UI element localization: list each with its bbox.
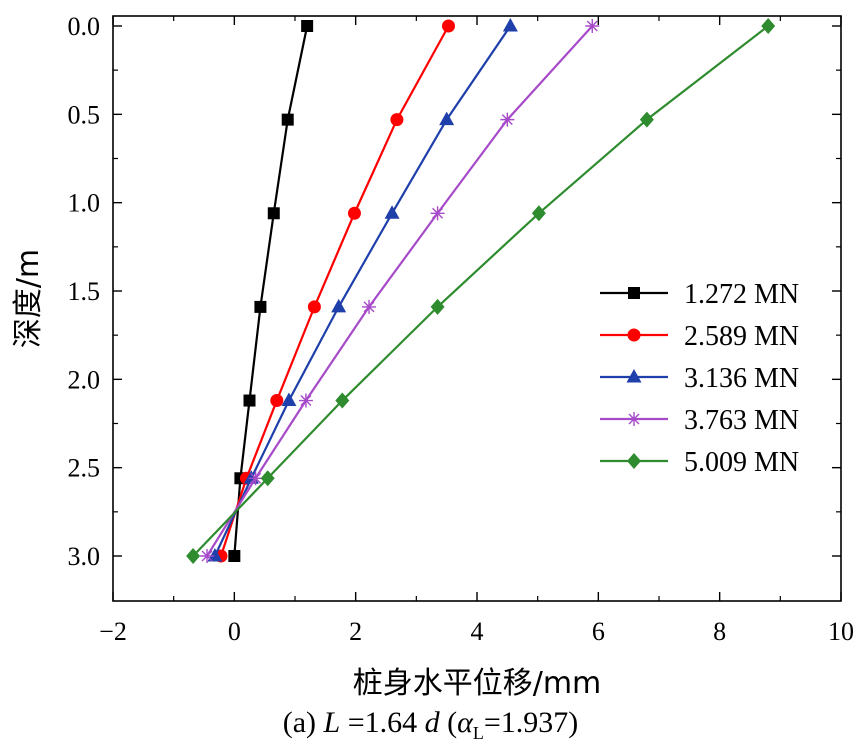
y-tick-label: 1.5 bbox=[68, 277, 101, 306]
data-point-5 bbox=[430, 298, 445, 315]
x-axis-label: 桩身水平位移/mm bbox=[353, 666, 602, 700]
legend-marker-1 bbox=[628, 287, 640, 299]
y-tick-label: 0.5 bbox=[68, 100, 101, 129]
caption-open: ( bbox=[439, 706, 458, 739]
caption-prefix: (a) bbox=[282, 706, 324, 739]
caption-sub: L bbox=[472, 723, 484, 743]
data-point-5 bbox=[761, 18, 776, 34]
y-tick-label: 2.5 bbox=[68, 454, 101, 483]
legend-marker-2 bbox=[627, 328, 641, 342]
data-point-4 bbox=[430, 206, 445, 221]
data-point-4 bbox=[585, 19, 600, 33]
data-point-1 bbox=[243, 394, 256, 407]
caption-d: d bbox=[424, 706, 440, 739]
legend-label-1: 1.272 MN bbox=[684, 279, 799, 310]
figure-caption: (a) L =1.64 d (αL=1.937) bbox=[0, 706, 861, 744]
data-point-1 bbox=[254, 300, 267, 313]
data-point-1 bbox=[228, 550, 241, 562]
y-tick-label: 3.0 bbox=[68, 542, 101, 571]
x-tick-label: 0 bbox=[228, 617, 241, 646]
data-point-3 bbox=[331, 298, 347, 313]
chart-area: −2 0 2 4 6 8 10 0.0 0.5 1.0 1.5 2.0 2.5 3.0 桩身水平位移/mm 深… bbox=[11, 12, 854, 700]
legend-label-2: 2.589 MN bbox=[684, 321, 799, 352]
data-point-2 bbox=[390, 113, 404, 127]
x-tick-label: 10 bbox=[828, 617, 854, 646]
data-point-1 bbox=[301, 20, 314, 32]
data-point-5 bbox=[531, 205, 546, 222]
data-point-5 bbox=[186, 548, 201, 564]
data-point-2 bbox=[307, 300, 321, 314]
data-point-3 bbox=[384, 205, 400, 219]
data-point-3 bbox=[439, 111, 455, 126]
x-tick-label: 4 bbox=[471, 617, 484, 646]
data-point-1 bbox=[267, 207, 280, 220]
data-point-4 bbox=[298, 393, 313, 408]
y-tick-label: 2.0 bbox=[68, 365, 101, 394]
data-point-5 bbox=[335, 392, 350, 409]
x-tick-label: 2 bbox=[349, 617, 362, 646]
data-point-4 bbox=[500, 112, 515, 127]
legend-marker-4 bbox=[627, 412, 641, 426]
caption-alpha: α bbox=[457, 706, 473, 739]
x-tick-label: −2 bbox=[99, 617, 127, 646]
y-axis-label: 深度/m bbox=[11, 249, 46, 348]
data-point-4 bbox=[248, 471, 263, 486]
series-line-5 bbox=[192, 25, 769, 557]
x-tick-label: 6 bbox=[592, 617, 605, 646]
caption-l: L bbox=[323, 706, 341, 739]
legend-label-5: 5.009 MN bbox=[684, 447, 799, 478]
data-point-5 bbox=[260, 470, 275, 487]
data-point-3 bbox=[207, 548, 223, 562]
y-tick-label: 1.0 bbox=[68, 189, 101, 218]
caption-close: =1.937) bbox=[483, 706, 579, 739]
data-point-2 bbox=[347, 206, 361, 220]
data-point-4 bbox=[362, 299, 377, 314]
series-line-3 bbox=[213, 25, 512, 557]
data-point-1 bbox=[281, 113, 294, 126]
y-tick-label: 0.0 bbox=[68, 12, 101, 41]
legend-marker-3 bbox=[626, 369, 642, 383]
data-point-3 bbox=[502, 18, 518, 32]
x-tick-label: 8 bbox=[713, 617, 726, 646]
caption-mid: =1.64 bbox=[340, 706, 425, 739]
data-point-2 bbox=[270, 394, 284, 408]
legend-label-4: 3.763 MN bbox=[684, 405, 799, 436]
data-point-5 bbox=[639, 111, 654, 128]
legend-label-3: 3.136 MN bbox=[684, 363, 799, 394]
legend-marker-5 bbox=[627, 453, 641, 469]
data-point-4 bbox=[200, 549, 215, 563]
data-point-3 bbox=[281, 392, 297, 407]
data-point-2 bbox=[441, 19, 455, 33]
